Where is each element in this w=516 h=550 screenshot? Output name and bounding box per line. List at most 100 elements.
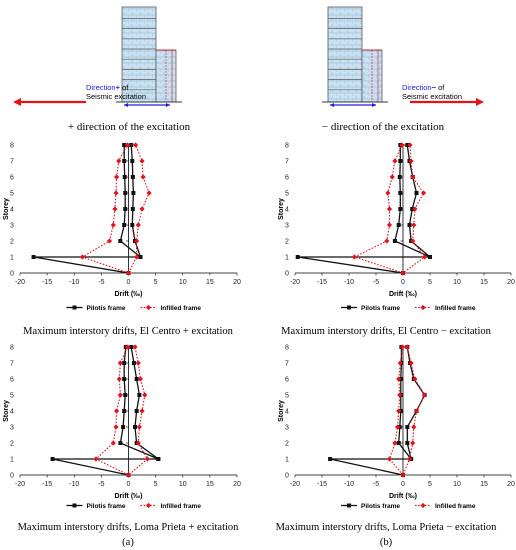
x-axis-title: Drift (‰) [115, 493, 143, 500]
x-tick-label: 10 [179, 481, 187, 488]
y-tick-label: 3 [10, 425, 14, 432]
data-point-diamond [413, 408, 420, 414]
data-point-diamond [113, 424, 119, 430]
chart-elcentro-positive: -20 -15 -10 -5 0 5 10 15 20 0 1 2 3 4 5 6 7 8 Drift (‰) Sto… [3, 142, 241, 312]
data-point-square [130, 159, 135, 163]
data-point-square [122, 143, 127, 147]
chart-title: Maximum interstory drifts, Loma Prieta +… [18, 522, 240, 533]
data-point-diamond [145, 502, 152, 509]
y-tick-label: 6 [10, 175, 14, 182]
data-point-square [131, 191, 136, 195]
data-point-square [123, 191, 128, 195]
data-point-diamond [411, 424, 417, 430]
legend-label: Infilled frame [161, 503, 202, 510]
data-point-diamond [400, 472, 406, 478]
data-point-square [130, 223, 135, 227]
y-tick-label: 8 [10, 143, 14, 150]
chart-elcentro-negative: -20 -15 -10 -5 0 5 10 15 20 0 1 2 3 4 5 6 7 8 Drift (‰) Sto… [278, 142, 515, 312]
data-point-diamond [386, 206, 393, 212]
data-point-diamond [400, 270, 406, 276]
y-tick-label: 1 [10, 255, 14, 262]
legend-label: Infilled frame [435, 503, 476, 510]
data-point-diamond [124, 142, 131, 148]
data-point-square [347, 503, 351, 508]
data-point-diamond [407, 142, 413, 148]
data-point-diamond [396, 408, 402, 414]
data-point-diamond [110, 222, 116, 228]
data-point-diamond [116, 376, 122, 382]
building-diagram-positive [13, 6, 182, 107]
data-point-diamond [404, 344, 410, 350]
legend-label: Infilled frame [435, 305, 476, 312]
y-tick-label: 4 [285, 409, 289, 416]
data-point-square [407, 223, 412, 227]
data-point-square [134, 409, 139, 413]
legend-label: Pilotis frame [87, 305, 126, 312]
x-tick-label: 5 [154, 279, 158, 286]
data-point-diamond [406, 456, 413, 462]
data-point-diamond [389, 174, 395, 180]
legend-label: Pilotis frame [87, 503, 126, 510]
arrow-head [476, 98, 484, 106]
chart-legend: Pilotis frame Infilled frame [341, 502, 476, 510]
y-tick-label: 7 [10, 159, 14, 166]
x-tick-label: -5 [98, 481, 104, 488]
y-tick-label: 5 [285, 191, 289, 198]
x-tick-label: -5 [373, 279, 379, 286]
y-tick-label: 2 [10, 441, 14, 448]
data-point-diamond [135, 440, 141, 446]
data-point-diamond [134, 254, 140, 260]
y-tick-label: 7 [285, 159, 289, 166]
x-tick-label: -20 [15, 481, 25, 488]
data-point-diamond [139, 158, 145, 164]
y-tick-label: 1 [285, 255, 289, 262]
x-tick-label: 0 [401, 481, 405, 488]
subfigure-label-b: (b) [380, 537, 393, 548]
data-point-square [72, 503, 77, 508]
x-tick-label: 15 [480, 279, 488, 286]
data-point-diamond [392, 158, 398, 164]
x-tick-label: 0 [401, 279, 405, 286]
data-point-diamond [125, 270, 132, 276]
caption-positive-direction: + direction of the excitation [68, 121, 191, 133]
data-point-diamond [411, 222, 417, 228]
y-tick-label: 1 [285, 457, 289, 464]
data-point-square [122, 361, 127, 365]
data-point-diamond [420, 190, 427, 196]
data-point-square [131, 361, 136, 365]
x-tick-label: -15 [317, 279, 327, 286]
arrow-head [13, 98, 21, 106]
data-point-square [414, 191, 419, 195]
data-point-square [347, 305, 351, 310]
data-point-square [122, 175, 127, 179]
infilled-frame-line [81, 144, 150, 274]
data-point-diamond [384, 238, 390, 244]
y-tick-label: 7 [285, 361, 289, 368]
y-tick-label: 6 [285, 175, 289, 182]
y-tick-label: 3 [285, 223, 289, 230]
x-tick-label: -10 [69, 481, 79, 488]
y-tick-label: 8 [10, 345, 14, 352]
data-point-square [397, 175, 402, 179]
x-axis-title: Drift (‰) [389, 493, 417, 500]
data-point-diamond [117, 360, 123, 366]
chart-lomaprieta-negative: -20 -15 -10 -5 0 5 10 15 20 0 1 2 3 4 5 6 7 8 Drift (‰) Sto… [278, 344, 515, 510]
data-point-square [123, 393, 128, 397]
building-main-frame [121, 6, 157, 103]
legend-label: Pilotis frame [361, 305, 400, 312]
data-point-square [50, 457, 55, 461]
data-point-square [130, 207, 135, 211]
direction-suffix: of [436, 83, 445, 92]
data-point-square [134, 377, 139, 381]
data-point-diamond [420, 304, 426, 311]
y-tick-label: 2 [10, 239, 14, 246]
x-tick-label: 15 [206, 279, 214, 286]
x-tick-label: 20 [233, 279, 241, 286]
data-point-diamond [410, 440, 416, 446]
x-tick-label: 20 [233, 481, 241, 488]
chart-legend: Pilotis frame Infilled frame [66, 304, 201, 312]
direction-label-positive: Direction+ of [86, 83, 129, 92]
data-point-diamond [136, 424, 142, 430]
caption-negative-direction: − direction of the excitation [322, 121, 445, 133]
